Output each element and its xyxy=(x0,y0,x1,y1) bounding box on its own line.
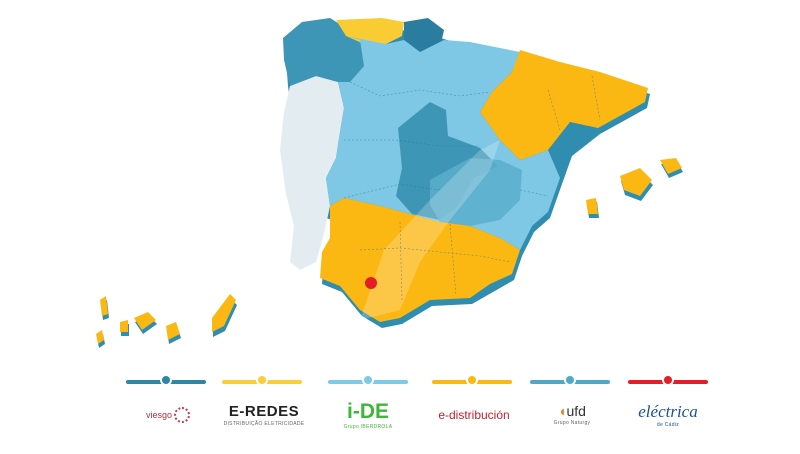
province-borders xyxy=(343,75,601,301)
balearic-islands xyxy=(586,158,683,218)
region-la-mancha xyxy=(430,158,522,226)
region-center-teal xyxy=(396,102,498,220)
region-cantabria xyxy=(404,18,444,52)
region-northwest xyxy=(283,18,364,86)
location-marker xyxy=(365,277,377,289)
region-andalusia xyxy=(320,198,520,322)
region-corridor xyxy=(360,140,500,320)
region-northeast xyxy=(480,50,648,160)
canary-islands xyxy=(96,294,237,348)
region-portugal xyxy=(280,76,344,270)
